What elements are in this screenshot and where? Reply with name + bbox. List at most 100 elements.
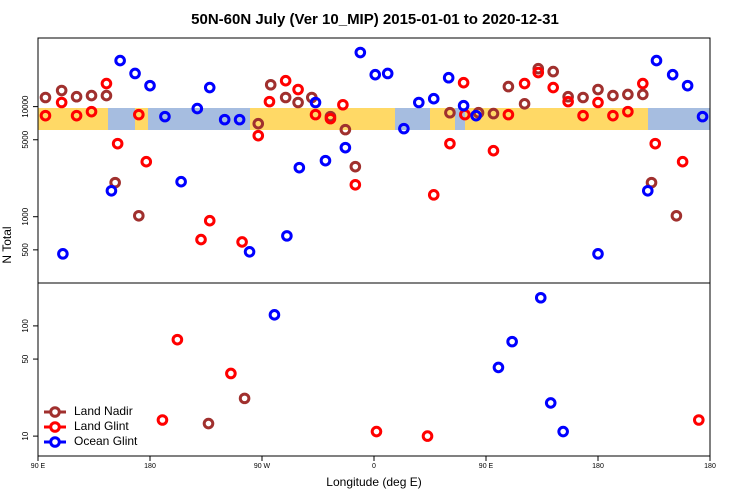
- data-point: [339, 123, 352, 136]
- data-point: [532, 66, 545, 79]
- data-point: [105, 184, 118, 197]
- y-tick-label: 5000: [21, 130, 30, 148]
- data-point: [562, 90, 574, 103]
- data-point: [57, 248, 69, 260]
- map-ocean: [108, 108, 135, 130]
- data-point: [252, 129, 265, 142]
- y-axis-label: N Total: [0, 226, 14, 263]
- data-point: [641, 184, 654, 197]
- data-point: [292, 96, 304, 109]
- data-point: [442, 71, 455, 84]
- data-point: [279, 74, 292, 87]
- data-point: [39, 109, 52, 122]
- data-point: [281, 230, 293, 242]
- data-point: [349, 160, 362, 173]
- data-point: [413, 96, 425, 109]
- data-point: [218, 113, 231, 126]
- legend-marker: [49, 406, 61, 418]
- y-tick-label: 100: [21, 319, 30, 333]
- data-point: [337, 98, 349, 111]
- data-point: [370, 425, 383, 438]
- data-point: [547, 81, 560, 94]
- data-point: [268, 309, 281, 321]
- data-point: [293, 161, 306, 174]
- data-point: [502, 80, 515, 93]
- data-point: [427, 92, 440, 105]
- data-point: [470, 109, 482, 122]
- legend-marker: [49, 421, 61, 433]
- data-point: [622, 88, 634, 101]
- data-point: [592, 96, 604, 109]
- data-point: [309, 96, 322, 109]
- x-tick-label: 180: [144, 463, 156, 470]
- x-tick-label: 90 E: [479, 463, 494, 470]
- data-point: [518, 98, 531, 110]
- data-point: [369, 68, 382, 81]
- data-point: [650, 54, 663, 67]
- chart-title: 50N-60N July (Ver 10_MIP) 2015-01-01 to …: [191, 11, 559, 28]
- data-point: [502, 108, 515, 121]
- data-point: [238, 392, 251, 405]
- data-point: [324, 112, 337, 125]
- data-point: [444, 106, 456, 119]
- data-point: [264, 78, 277, 91]
- y-tick-label: 500: [21, 243, 30, 257]
- data-point: [607, 109, 619, 122]
- legend-label: Land Nadir: [74, 404, 133, 418]
- data-point: [252, 117, 265, 130]
- data-point: [171, 333, 184, 346]
- y-tick-label: 10: [21, 431, 30, 440]
- data-point: [263, 95, 276, 108]
- data-point: [203, 214, 216, 227]
- data-point: [506, 335, 518, 348]
- data-point: [607, 89, 619, 102]
- data-point: [133, 209, 145, 222]
- data-point: [243, 246, 256, 258]
- y-tick-label: 10000: [21, 95, 30, 118]
- data-point: [492, 361, 505, 374]
- data-point: [175, 175, 187, 188]
- data-point: [676, 155, 689, 168]
- data-point: [129, 67, 141, 80]
- x-tick-label: 180: [592, 463, 604, 470]
- data-point: [111, 137, 124, 150]
- legend-label: Ocean Glint: [74, 434, 138, 448]
- data-point: [457, 76, 470, 89]
- data-point: [577, 91, 589, 104]
- legend-marker: [49, 436, 61, 448]
- data-point: [144, 79, 156, 92]
- data-point: [319, 154, 332, 167]
- x-tick-label: 0: [372, 463, 376, 470]
- data-point: [670, 209, 683, 222]
- legend-label: Land Glint: [74, 419, 129, 433]
- map-ocean: [455, 108, 465, 130]
- data-point: [133, 108, 145, 121]
- data-point: [191, 102, 204, 115]
- data-point: [381, 67, 394, 80]
- data-point: [562, 95, 574, 108]
- data-point: [309, 108, 322, 121]
- data-point: [156, 414, 169, 426]
- data-point: [666, 68, 679, 81]
- data-point: [203, 81, 216, 94]
- data-point: [487, 144, 500, 157]
- data-point: [547, 65, 560, 78]
- data-point: [681, 79, 694, 92]
- data-point: [233, 113, 246, 126]
- data-point: [354, 46, 367, 59]
- data-point: [202, 417, 215, 430]
- data-point: [398, 122, 410, 135]
- data-point: [114, 54, 126, 67]
- x-axis-label: Longitude (deg E): [326, 475, 421, 489]
- data-point: [140, 155, 153, 168]
- data-point: [421, 430, 434, 442]
- data-point: [70, 90, 83, 103]
- map-band: [38, 108, 710, 130]
- x-tick-label: 90 E: [31, 463, 46, 470]
- data-point: [339, 141, 352, 154]
- data-point: [195, 233, 207, 246]
- data-point: [696, 110, 709, 123]
- y-tick-label: 1000: [21, 207, 30, 225]
- data-point: [279, 91, 292, 104]
